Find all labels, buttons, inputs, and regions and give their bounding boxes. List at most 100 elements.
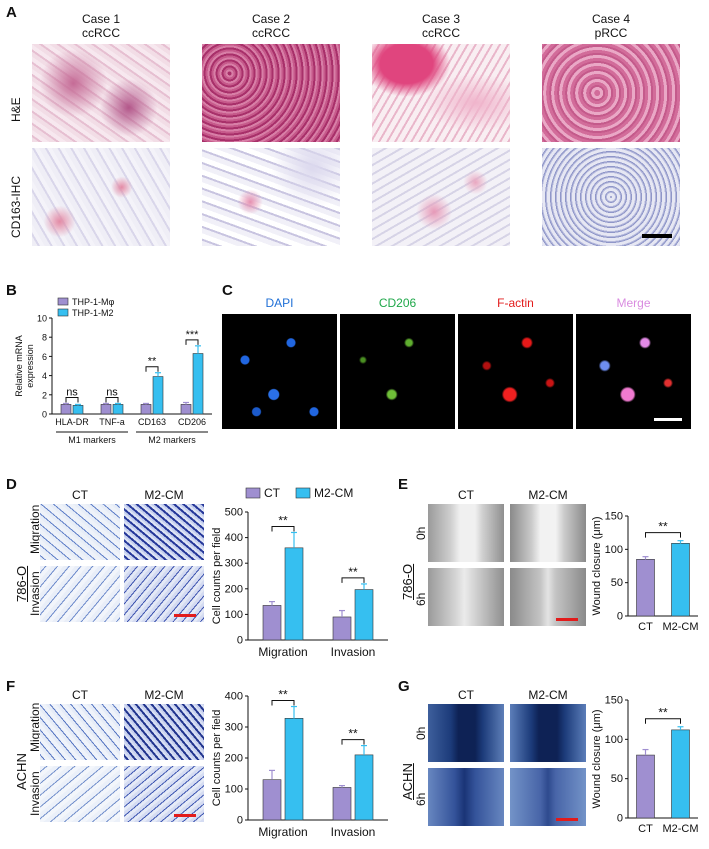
y-tick-label: 10 <box>37 314 47 324</box>
bar <box>671 729 690 819</box>
y-tick-label: 300 <box>225 722 243 734</box>
bar <box>180 404 192 415</box>
scale-bar <box>556 618 578 621</box>
x-tick-label: CD206 <box>178 417 206 427</box>
dapi-image <box>222 314 337 429</box>
y-tick-label: 100 <box>225 784 243 796</box>
bar <box>100 404 112 415</box>
scale-bar <box>174 614 196 617</box>
bar <box>671 543 690 617</box>
y-axis-label: expression <box>25 344 35 388</box>
d-ct-migration <box>40 504 120 560</box>
row-label-0h: 0h <box>414 526 428 540</box>
panel-label-a: A <box>6 4 17 21</box>
significance-bracket <box>271 700 295 706</box>
y-tick-label: 0 <box>617 813 623 825</box>
col-label-m2cm: M2-CM <box>144 488 184 502</box>
channel-label-merge: Merge <box>616 296 651 310</box>
f-m2-migration <box>124 704 204 760</box>
legend-swatch <box>57 297 69 306</box>
channel-label-cd206: CD206 <box>378 296 417 310</box>
y-tick-label: 100 <box>605 734 623 746</box>
bar <box>262 605 282 641</box>
he-image-case-3 <box>372 44 510 142</box>
col-label-ct: CT <box>458 688 474 702</box>
y-tick-label: 0 <box>42 410 47 420</box>
significance-label: ns <box>106 386 118 398</box>
significance-label: ** <box>148 356 157 368</box>
col-label-m2cm: M2-CM <box>144 688 184 702</box>
significance-bracket <box>341 739 365 745</box>
x-tick-label: CT <box>638 823 653 835</box>
y-tick-label: 150 <box>605 511 623 523</box>
significance-label: ** <box>348 727 358 741</box>
significance-label: ** <box>658 520 668 534</box>
legend-label: THP-1-M2 <box>72 308 114 318</box>
legend-label: CT <box>264 486 281 500</box>
y-tick-label: 400 <box>225 532 243 544</box>
panel-label-c: C <box>222 282 233 299</box>
cd206-image <box>340 314 455 429</box>
significance-bracket <box>185 339 199 345</box>
bar <box>636 559 655 617</box>
legend-swatch <box>245 487 261 499</box>
row-label-he: H&E <box>9 97 23 122</box>
panel-label-d: D <box>6 476 17 493</box>
col-label-ct: CT <box>72 688 88 702</box>
d-m2-migration <box>124 504 204 560</box>
panel-label-b: B <box>6 282 17 299</box>
factin-image <box>458 314 573 429</box>
channel-label-dapi: DAPI <box>265 296 294 310</box>
scale-bar <box>174 814 196 817</box>
e-m2-0h <box>510 504 586 562</box>
y-tick-label: 100 <box>225 609 243 621</box>
case-1-title: Case 1 ccRCC <box>81 12 121 40</box>
significance-label: ** <box>658 706 668 720</box>
y-tick-label: 150 <box>605 695 623 707</box>
y-tick-label: 0 <box>237 635 243 647</box>
panel-label-f: F <box>6 678 16 695</box>
row-label-cd163: CD163-IHC <box>9 175 23 238</box>
y-axis-label: Cell counts per field <box>211 528 223 625</box>
significance-bracket <box>271 525 295 532</box>
bar <box>332 616 352 641</box>
legend-swatch <box>295 487 311 499</box>
x-tick-label: Invasion <box>331 645 376 659</box>
y-tick-label: 500 <box>225 507 243 519</box>
x-tick-label: M2-CM <box>662 621 698 633</box>
cell-line-label: ACHN <box>14 753 29 790</box>
significance-bracket <box>341 577 365 583</box>
group-label: M2 markers <box>148 435 196 445</box>
significance-bracket <box>105 396 119 403</box>
cell-line-label: ACHN <box>400 763 415 800</box>
significance-label: ** <box>278 688 288 702</box>
he-image-case-4 <box>542 44 680 142</box>
bar <box>354 754 374 821</box>
col-label-ct: CT <box>72 488 88 502</box>
ihc-image-case-1 <box>32 148 170 246</box>
y-axis-label: Wound closure (μm) <box>591 709 603 808</box>
y-tick-label: 6 <box>42 352 47 362</box>
y-axis-label: Wound closure (μm) <box>591 516 603 615</box>
channel-label-factin: F-actin <box>497 296 534 310</box>
y-tick-label: 100 <box>605 544 623 556</box>
case-3-title: Case 3 ccRCC <box>421 12 461 40</box>
row-label-6h: 6h <box>414 592 428 606</box>
significance-label: *** <box>186 329 200 341</box>
significance-bracket <box>645 718 681 724</box>
bar <box>112 404 124 415</box>
bar <box>284 718 304 821</box>
significance-label: ** <box>348 565 358 579</box>
x-tick-label: M2-CM <box>662 823 698 835</box>
g-m2-6h <box>510 768 586 826</box>
y-tick-label: 200 <box>225 753 243 765</box>
panel-label-e: E <box>398 476 409 493</box>
y-tick-label: 2 <box>42 390 47 400</box>
y-axis-label: Cell counts per field <box>211 710 223 807</box>
x-tick-label: CD163 <box>138 417 166 427</box>
ihc-image-case-4 <box>542 148 680 246</box>
y-tick-label: 0 <box>617 611 623 623</box>
